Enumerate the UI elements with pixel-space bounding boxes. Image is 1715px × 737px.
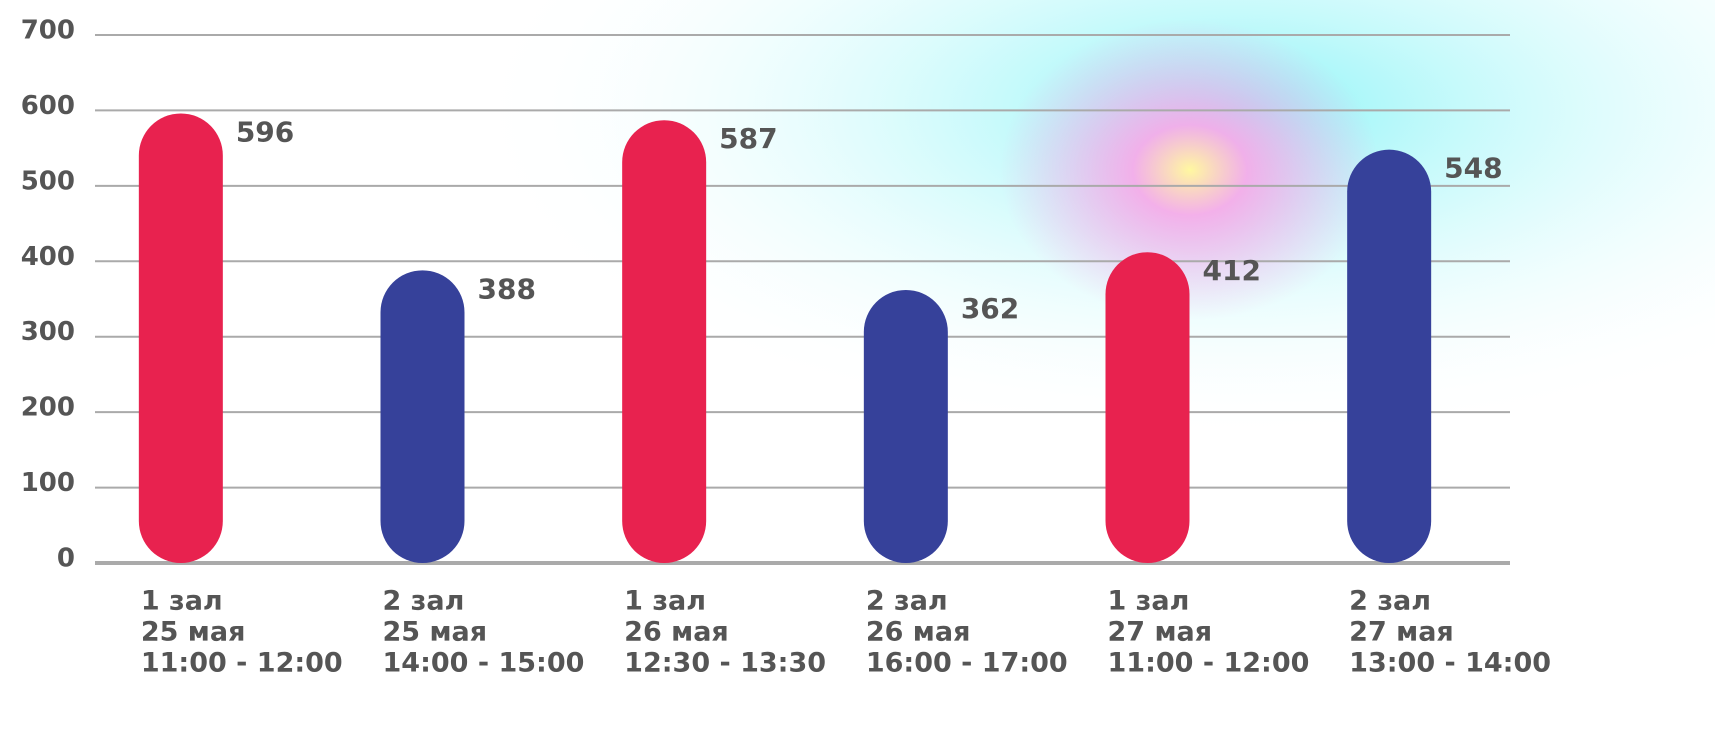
value-label: 548 bbox=[1444, 152, 1502, 185]
value-label: 412 bbox=[1203, 254, 1261, 287]
y-tick-label: 100 bbox=[21, 468, 75, 498]
bar bbox=[1105, 252, 1190, 563]
x-tick-label: 2 зал bbox=[866, 586, 948, 617]
x-tick-label: 25 мая bbox=[141, 617, 246, 648]
x-tick-label: 27 мая bbox=[1108, 617, 1213, 648]
decor bbox=[1000, 20, 1380, 320]
y-tick-label: 400 bbox=[21, 242, 75, 272]
bar bbox=[1347, 149, 1432, 563]
value-label: 587 bbox=[719, 122, 777, 155]
y-tick-label: 700 bbox=[21, 16, 75, 46]
y-tick-label: 200 bbox=[21, 393, 75, 423]
y-tick-label: 500 bbox=[21, 166, 75, 196]
value-label: 388 bbox=[478, 272, 536, 305]
x-tick-label: 11:00 - 12:00 bbox=[141, 648, 343, 679]
x-tick-label: 26 мая bbox=[624, 617, 729, 648]
y-tick-label: 0 bbox=[57, 544, 75, 574]
y-tick-label: 600 bbox=[21, 91, 75, 121]
x-tick-label: 1 зал bbox=[1108, 586, 1190, 617]
x-tick-label: 12:30 - 13:30 bbox=[624, 648, 826, 679]
x-tick-label: 14:00 - 15:00 bbox=[383, 648, 585, 679]
y-tick-label: 300 bbox=[21, 317, 75, 347]
bar bbox=[380, 270, 465, 563]
x-tick-label: 11:00 - 12:00 bbox=[1108, 648, 1310, 679]
x-tick-label: 27 мая bbox=[1349, 617, 1454, 648]
bar bbox=[622, 120, 707, 563]
x-tick-label: 16:00 - 17:00 bbox=[866, 648, 1068, 679]
x-tick-label: 2 зал bbox=[383, 586, 465, 617]
x-tick-label: 1 зал bbox=[141, 586, 223, 617]
value-label: 596 bbox=[236, 115, 294, 148]
bar bbox=[863, 289, 948, 563]
x-tick-label: 2 зал bbox=[1349, 586, 1431, 617]
bar bbox=[138, 113, 223, 564]
x-tick-label: 13:00 - 14:00 bbox=[1349, 648, 1551, 679]
value-label: 362 bbox=[961, 292, 1019, 325]
x-tick-label: 1 зал bbox=[624, 586, 706, 617]
x-tick-label: 26 мая bbox=[866, 617, 971, 648]
x-tick-label: 25 мая bbox=[383, 617, 488, 648]
